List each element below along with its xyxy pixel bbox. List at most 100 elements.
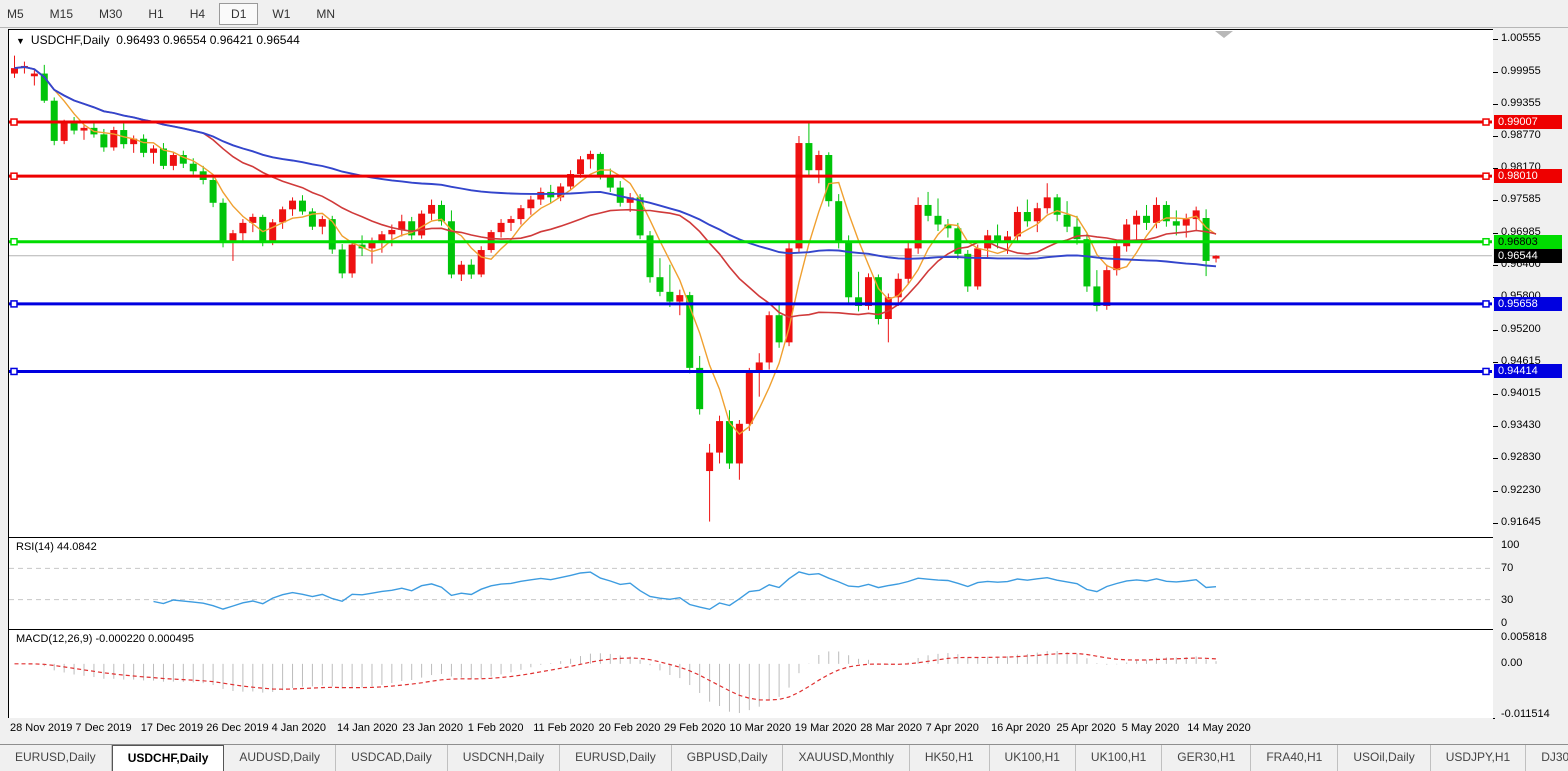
timeframe-button-m15[interactable]: M15 — [49, 6, 74, 21]
price-tick-label: 0.94615 — [1501, 354, 1541, 367]
date-tick-label: 16 Apr 2020 — [991, 722, 1051, 734]
chart-dropdown-icon[interactable]: ▼ — [16, 36, 25, 46]
price-tick-label: 0.92830 — [1501, 451, 1541, 464]
date-tick-label: 28 Mar 2020 — [860, 722, 922, 734]
macd-axis-label: 0.00 — [1501, 656, 1523, 669]
chart-tab-usdcad-daily[interactable]: USDCAD,Daily — [336, 745, 448, 771]
date-tick-label: 7 Apr 2020 — [925, 722, 979, 734]
price-chart-pane[interactable] — [8, 29, 1495, 539]
price-tick-label: 0.97585 — [1501, 193, 1541, 206]
timeframe-button-m5[interactable]: M5 — [7, 6, 24, 21]
date-tick-label: 11 Feb 2020 — [533, 722, 595, 734]
price-tick-label: 0.99955 — [1501, 64, 1541, 77]
current-price-label: 0.96544 — [1494, 248, 1562, 263]
price-tick — [1493, 104, 1498, 106]
hline-price-label: 0.94414 — [1494, 364, 1562, 379]
date-tick-label: 5 May 2020 — [1121, 722, 1180, 734]
date-tick-label: 14 May 2020 — [1187, 722, 1251, 734]
timeframe-button-w1[interactable]: W1 — [272, 6, 291, 21]
chart-tab-usdjpy-h1[interactable]: USDJPY,H1 — [1431, 745, 1527, 771]
hline-price-label: 0.95658 — [1494, 296, 1562, 311]
macd-axis-label: -0.011514 — [1501, 708, 1550, 720]
macd-signal-value: 0.000495 — [148, 633, 194, 645]
rsi-axis-label: 0 — [1501, 617, 1508, 629]
timeframe-button-h1[interactable]: H1 — [148, 6, 164, 21]
chart-tab-eurusd-daily[interactable]: EURUSD,Daily — [560, 745, 672, 771]
hline-price-label: 0.99007 — [1494, 115, 1562, 130]
macd-main-value: -0.000220 — [95, 633, 146, 645]
chart-symbol: USDCHF,Daily — [30, 33, 110, 47]
price-tick — [1493, 135, 1498, 137]
date-tick-label: 7 Dec 2019 — [75, 722, 132, 734]
price-tick — [1493, 361, 1498, 363]
chart-ohlc-values: 0.96493 0.96554 0.96421 0.96544 — [116, 33, 300, 47]
price-tick — [1493, 491, 1498, 493]
rsi-pane[interactable] — [8, 537, 1495, 631]
price-tick-label: 1.00555 — [1501, 31, 1541, 44]
chart-tab-eurusd-daily[interactable]: EURUSD,Daily — [0, 745, 112, 771]
date-tick-label: 23 Jan 2020 — [402, 722, 463, 734]
chart-tab-dj30-daily[interactable]: DJ30,Daily — [1526, 745, 1568, 771]
date-tick-label: 25 Apr 2020 — [1056, 722, 1116, 734]
price-axis: 1.00555 0.99955 0.99355 0.98770 0.98170 0.975… — [1493, 29, 1568, 720]
hline-price-label: 0.96803 — [1494, 234, 1562, 249]
date-tick-label: 20 Feb 2020 — [598, 722, 661, 734]
chart-tab-gbpusd-daily[interactable]: GBPUSD,Daily — [672, 745, 784, 771]
price-tick — [1493, 425, 1498, 427]
price-tick — [1493, 264, 1498, 266]
timeframe-button-m30[interactable]: M30 — [99, 6, 123, 21]
timeframe-button-mn[interactable]: MN — [316, 6, 336, 21]
date-tick-label: 1 Feb 2020 — [467, 722, 524, 734]
rsi-label: RSI(14) 44.0842 — [16, 541, 97, 553]
date-tick-label: 4 Jan 2020 — [271, 722, 327, 734]
price-tick — [1493, 71, 1498, 73]
chart-tab-fra40-h1[interactable]: FRA40,H1 — [1251, 745, 1339, 771]
date-tick-label: 28 Nov 2019 — [10, 722, 73, 734]
price-tick-label: 0.93430 — [1501, 418, 1541, 431]
price-tick — [1493, 458, 1498, 460]
chart-tab-hk50-h1[interactable]: HK50,H1 — [910, 745, 990, 771]
chart-tab-xauusd-monthly[interactable]: XAUUSD,Monthly — [783, 745, 910, 771]
rsi-axis-label: 100 — [1501, 539, 1520, 551]
rsi-axis-label: 30 — [1501, 593, 1514, 606]
chart-tab-uk100-h1[interactable]: UK100,H1 — [1076, 745, 1163, 771]
price-tick-label: 0.92230 — [1501, 484, 1541, 497]
rsi-axis-label: 70 — [1501, 562, 1514, 575]
date-tick-label: 26 Dec 2019 — [206, 722, 269, 734]
macd-label: MACD(12,26,9) -0.000220 0.000495 — [16, 633, 194, 645]
price-tick — [1493, 200, 1498, 202]
main-chart-svg[interactable] — [9, 30, 1492, 536]
price-tick-label: 0.94015 — [1501, 387, 1541, 400]
timeframe-button-h4[interactable]: H4 — [189, 6, 206, 21]
chart-title: ▼ USDCHF,Daily 0.96493 0.96554 0.96421 0.… — [16, 33, 300, 47]
date-axis: 28 Nov 2019 7 Dec 2019 17 Dec 2019 26 Dec 2… — [8, 718, 1493, 742]
hline-price-label: 0.98010 — [1494, 169, 1562, 184]
chart-tab-ger30-h1[interactable]: GER30,H1 — [1162, 745, 1252, 771]
date-tick-label: 17 Dec 2019 — [140, 722, 204, 734]
price-tick-label: 0.98770 — [1501, 128, 1541, 141]
price-tick — [1493, 38, 1498, 40]
price-tick-label: 0.99355 — [1501, 97, 1541, 110]
timeframe-button-d1[interactable]: D1 — [219, 2, 259, 25]
macd-chart-svg[interactable] — [9, 630, 1492, 716]
chart-tab-uk100-h1[interactable]: UK100,H1 — [990, 745, 1076, 771]
price-tick — [1493, 329, 1498, 331]
chart-tab-usdcnh-daily[interactable]: USDCNH,Daily — [448, 745, 561, 771]
price-tick-label: 0.91645 — [1501, 515, 1541, 528]
date-tick-label: 14 Jan 2020 — [337, 722, 398, 734]
price-tick — [1493, 168, 1498, 170]
date-tick-label: 10 Mar 2020 — [729, 722, 792, 734]
chart-tab-usdchf-daily[interactable]: USDCHF,Daily — [111, 745, 225, 771]
rsi-chart-svg[interactable] — [9, 538, 1492, 628]
date-tick-label: 19 Mar 2020 — [794, 722, 857, 734]
price-tick — [1493, 232, 1498, 234]
chart-tab-bar: EURUSD,Daily USDCHF,Daily AUDUSD,Daily USDC… — [0, 744, 1568, 771]
date-tick-label: 29 Feb 2020 — [664, 722, 726, 734]
price-tick-label: 0.95200 — [1501, 322, 1541, 335]
macd-pane[interactable] — [8, 629, 1495, 719]
chart-tab-usoil-daily[interactable]: USOil,Daily — [1338, 745, 1431, 771]
macd-axis-label: 0.005818 — [1501, 631, 1547, 643]
price-tick — [1493, 394, 1498, 396]
chart-tab-audusd-daily[interactable]: AUDUSD,Daily — [224, 745, 337, 771]
price-tick — [1493, 522, 1498, 524]
